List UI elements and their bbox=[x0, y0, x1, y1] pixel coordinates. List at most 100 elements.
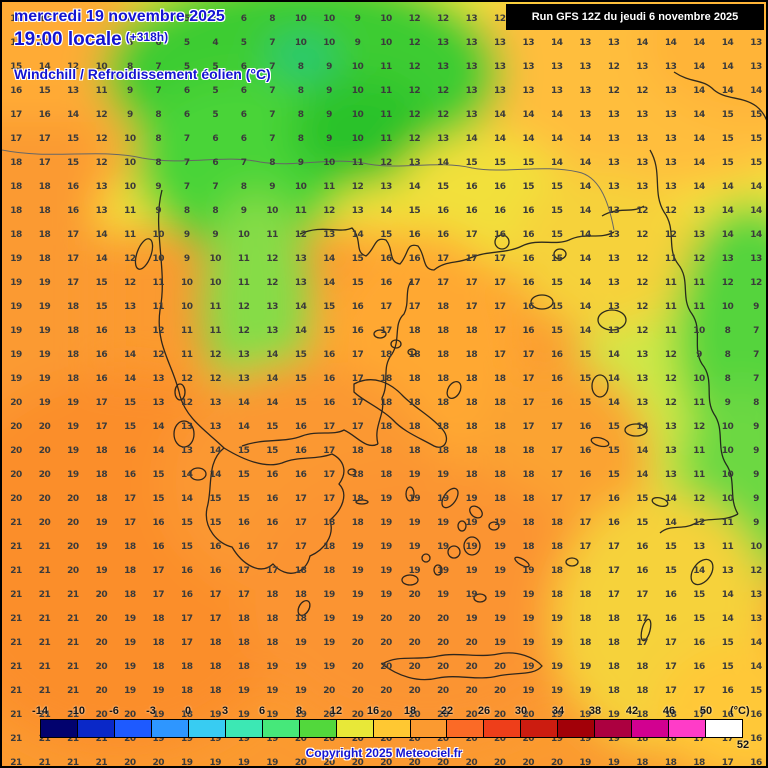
scale-tick: 34 bbox=[551, 705, 565, 717]
temp-value: 16 bbox=[607, 518, 620, 528]
temp-value: 17 bbox=[152, 590, 165, 600]
temp-value: 20 bbox=[67, 494, 79, 504]
temp-value: 14 bbox=[636, 422, 648, 432]
temp-value: 18 bbox=[607, 686, 620, 696]
temp-value: 13 bbox=[579, 86, 591, 96]
temp-value: 19 bbox=[38, 350, 51, 360]
temp-value: 21 bbox=[38, 758, 51, 768]
temp-value: 14 bbox=[579, 206, 591, 216]
temp-value: 14 bbox=[266, 350, 278, 360]
temp-value: 12 bbox=[693, 422, 705, 432]
temp-value: 20 bbox=[408, 734, 421, 744]
temp-value: 18 bbox=[180, 686, 193, 696]
temp-value: 12 bbox=[67, 62, 79, 72]
temp-value: 5 bbox=[212, 110, 219, 120]
temp-value: 21 bbox=[38, 662, 51, 672]
temp-value: 7 bbox=[155, 62, 162, 72]
temp-value: 21 bbox=[67, 734, 79, 744]
temp-value: 17 bbox=[10, 134, 22, 144]
temp-value: 11 bbox=[664, 278, 677, 288]
temp-value: 8 bbox=[183, 206, 190, 216]
temp-value: 17 bbox=[693, 734, 705, 744]
temp-value: 19 bbox=[550, 662, 563, 672]
temp-value: 15 bbox=[721, 110, 734, 120]
temp-value: 15 bbox=[465, 158, 478, 168]
temp-value: 17 bbox=[550, 446, 563, 456]
temp-value: 13 bbox=[67, 14, 79, 24]
temp-value: 18 bbox=[209, 638, 221, 648]
scale-cell bbox=[447, 720, 485, 737]
scale-tick: -10 bbox=[69, 705, 85, 717]
temp-value: 20 bbox=[465, 758, 478, 768]
temp-value: 8 bbox=[297, 62, 304, 72]
local-time-label: 19:00 locale bbox=[14, 29, 122, 50]
temp-value: 18 bbox=[10, 182, 22, 192]
temp-value: 13 bbox=[579, 62, 591, 72]
temp-value: 21 bbox=[38, 614, 51, 624]
temp-value: 9 bbox=[354, 14, 361, 24]
temp-value: 16 bbox=[522, 230, 535, 240]
temp-value: 10 bbox=[124, 134, 136, 144]
temp-value: 18 bbox=[494, 422, 506, 432]
temp-value: 12 bbox=[437, 14, 449, 24]
temp-value: 18 bbox=[152, 662, 165, 672]
temp-value: 12 bbox=[437, 110, 449, 120]
temp-value: 14 bbox=[664, 494, 677, 504]
temp-value: 14 bbox=[721, 62, 734, 72]
temp-value: 11 bbox=[380, 62, 392, 72]
temp-value: 15 bbox=[550, 278, 563, 288]
temp-value: 20 bbox=[408, 710, 421, 720]
temp-value: 15 bbox=[180, 542, 193, 552]
temp-value: 8 bbox=[297, 134, 304, 144]
temp-value: 5 bbox=[212, 62, 219, 72]
temp-value: 15 bbox=[351, 278, 364, 288]
temp-value: 16 bbox=[237, 518, 250, 528]
temp-value: 5 bbox=[183, 14, 190, 24]
temp-value: 7 bbox=[183, 182, 190, 192]
temp-value: 13 bbox=[494, 38, 506, 48]
temp-value: 19 bbox=[266, 734, 278, 744]
temp-value: 17 bbox=[266, 566, 278, 576]
temp-value: 14 bbox=[124, 374, 136, 384]
temp-value: 16 bbox=[266, 518, 278, 528]
temp-value: 15 bbox=[237, 470, 250, 480]
temp-value: 19 bbox=[380, 566, 392, 576]
temp-value: 21 bbox=[67, 662, 79, 672]
temp-value: 19 bbox=[522, 590, 535, 600]
temp-value: 16 bbox=[380, 254, 392, 264]
temp-value: 18 bbox=[636, 686, 648, 696]
temp-value: 20 bbox=[465, 662, 478, 672]
temp-value: 14 bbox=[323, 254, 335, 264]
temp-value: 20 bbox=[95, 686, 108, 696]
temp-value: 16 bbox=[67, 182, 79, 192]
temp-value: 11 bbox=[237, 278, 250, 288]
temp-value: 21 bbox=[67, 614, 79, 624]
temp-value: 8 bbox=[212, 206, 219, 216]
temp-value: 15 bbox=[550, 302, 563, 312]
temp-value: 18 bbox=[294, 566, 307, 576]
temp-value: 17 bbox=[579, 494, 591, 504]
scale-cell bbox=[521, 720, 559, 737]
temp-value: 19 bbox=[408, 566, 421, 576]
temp-value: 19 bbox=[152, 734, 165, 744]
temp-value: 13 bbox=[607, 110, 620, 120]
temp-value: 14 bbox=[579, 254, 591, 264]
temp-value: 13 bbox=[607, 254, 620, 264]
temp-value: 17 bbox=[294, 518, 307, 528]
temp-value: 17 bbox=[209, 614, 221, 624]
temp-value: 14 bbox=[522, 134, 535, 144]
scale-tick: -6 bbox=[109, 705, 119, 717]
temp-value: 20 bbox=[294, 734, 307, 744]
temp-value: 20 bbox=[408, 614, 421, 624]
temp-value: 14 bbox=[693, 182, 705, 192]
scale-cell bbox=[632, 720, 670, 737]
temp-value: 14 bbox=[380, 206, 392, 216]
temp-value: 13 bbox=[636, 158, 648, 168]
temp-value: 10 bbox=[721, 302, 734, 312]
temp-value: 14 bbox=[579, 182, 591, 192]
temp-value: 16 bbox=[607, 494, 620, 504]
temp-value: 21 bbox=[38, 566, 51, 576]
temp-value: 18 bbox=[380, 446, 392, 456]
temp-value: 13 bbox=[550, 86, 563, 96]
